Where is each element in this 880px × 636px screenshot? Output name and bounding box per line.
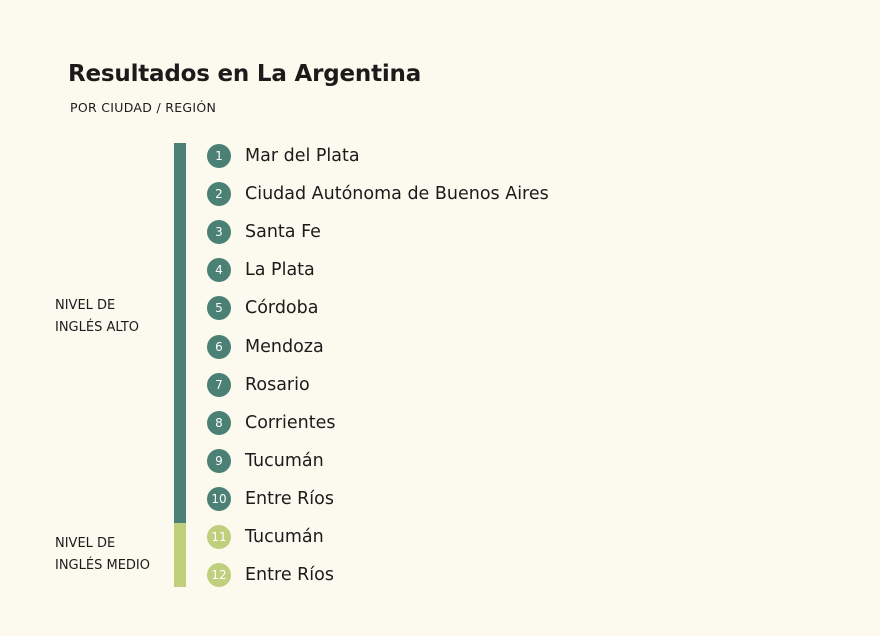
level-bar — [174, 522, 186, 588]
rank-badge: 4 — [207, 258, 231, 283]
city-name: Rosario — [245, 374, 310, 395]
level-label: NIVEL DE INGLÉS MEDIO — [55, 533, 150, 577]
city-name: Córdoba — [245, 298, 319, 319]
city-name: La Plata — [245, 260, 315, 281]
level-bar — [174, 143, 186, 523]
city-name: Mar del Plata — [245, 146, 360, 166]
city-name: Santa Fe — [245, 222, 321, 243]
level-label-line: NIVEL DE — [55, 536, 116, 552]
rank-badge: 2 — [207, 182, 231, 207]
city-name: Corrientes — [245, 412, 336, 433]
level-label-line: NIVEL DE — [55, 297, 116, 313]
rank-badge: 10 — [207, 486, 231, 511]
title: Resultados en La Argentina — [68, 61, 422, 87]
rank-badge: 8 — [207, 410, 231, 435]
city-name: Entre Ríos — [245, 488, 334, 509]
city-name: Ciudad Autónoma de Buenos Aires — [245, 184, 549, 205]
city-name: Entre Ríos — [245, 565, 334, 586]
rank-badge: 3 — [207, 220, 231, 245]
rank-badge: 6 — [207, 334, 231, 359]
level-label-line: INGLÉS MEDIO — [55, 558, 150, 574]
rank-badge: 12 — [207, 563, 231, 588]
city-name: Tucumán — [245, 527, 324, 547]
level-label: NIVEL DE INGLÉS ALTO — [55, 295, 139, 339]
rank-badge: 7 — [207, 372, 231, 397]
rank-badge: 11 — [207, 525, 231, 549]
level-label-line: INGLÉS ALTO — [55, 319, 139, 335]
rank-badge: 9 — [207, 448, 231, 473]
rank-badge: 5 — [207, 296, 231, 321]
city-name: Tucumán — [245, 450, 324, 471]
city-name: Mendoza — [245, 336, 324, 357]
subtitle: POR CIUDAD / REGIÓN — [70, 100, 217, 115]
rank-badge: 1 — [207, 144, 231, 168]
